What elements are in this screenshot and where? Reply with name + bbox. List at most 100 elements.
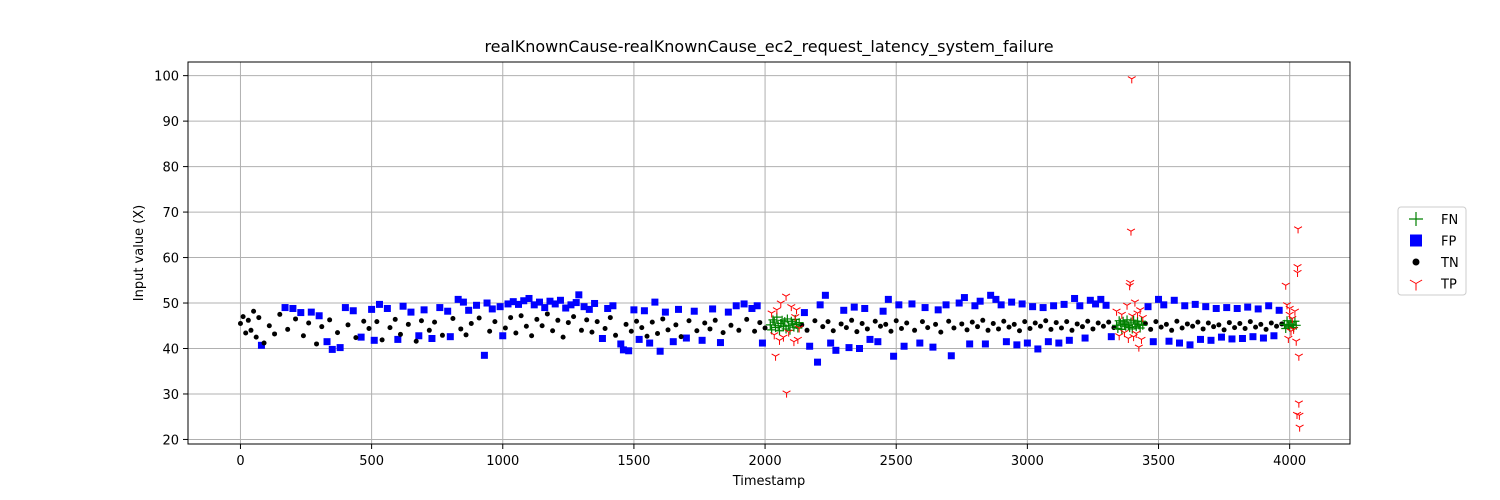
point-tn xyxy=(1100,323,1106,329)
point-tn xyxy=(843,325,849,331)
point-tn xyxy=(1268,320,1274,326)
point-fp xyxy=(1155,295,1163,303)
point-tn xyxy=(544,311,550,317)
point-tn xyxy=(613,332,619,338)
point-fp xyxy=(281,304,289,312)
point-fp xyxy=(1160,301,1168,309)
point-fp xyxy=(407,308,415,316)
axis-ticks: 0 500 1000 1500 2000 2500 3000 3500 4000 20 30 40 50… xyxy=(154,70,1306,469)
point-tn xyxy=(757,320,763,326)
point-tp xyxy=(1122,302,1132,310)
point-tn xyxy=(996,326,1002,332)
point-tp xyxy=(1126,228,1136,236)
point-fp xyxy=(651,298,659,306)
point-fp xyxy=(1044,338,1052,346)
point-tp xyxy=(775,337,784,345)
point-tn xyxy=(980,317,986,323)
point-fp xyxy=(758,339,766,347)
point-fp xyxy=(575,291,583,299)
point-tn xyxy=(1074,321,1080,327)
point-tn xyxy=(673,322,679,328)
point-fp xyxy=(646,339,654,347)
point-tn xyxy=(655,330,661,336)
point-fp xyxy=(1060,300,1068,308)
point-fp xyxy=(349,307,357,315)
point-fp xyxy=(598,334,606,342)
point-fp xyxy=(1249,333,1257,341)
point-fn xyxy=(1119,319,1129,329)
legend-marker-fn xyxy=(1409,212,1423,226)
point-fp xyxy=(874,338,882,346)
point-tp xyxy=(776,300,785,308)
point-fp xyxy=(499,332,507,340)
point-fp xyxy=(884,295,892,303)
point-tn xyxy=(285,326,291,332)
point-fp xyxy=(1034,345,1042,353)
point-tn xyxy=(513,330,519,336)
point-tn xyxy=(458,326,464,332)
point-fp xyxy=(716,339,724,347)
point-tn xyxy=(1242,325,1248,331)
point-fp xyxy=(1097,295,1105,303)
point-fp xyxy=(1013,341,1021,349)
point-fn xyxy=(1138,320,1148,330)
point-tn xyxy=(1226,320,1232,326)
point-tn xyxy=(397,331,403,337)
point-fn xyxy=(1129,315,1139,325)
point-tp xyxy=(795,325,804,333)
point-tn xyxy=(744,316,750,322)
point-tn xyxy=(1043,318,1049,324)
point-fp xyxy=(368,305,376,313)
point-tn xyxy=(938,329,944,335)
point-fp xyxy=(1029,303,1037,311)
plot-area-frame xyxy=(187,61,1351,445)
point-fp xyxy=(315,312,323,320)
point-tp xyxy=(1134,344,1144,352)
point-tn xyxy=(859,320,865,326)
point-fp xyxy=(509,298,517,306)
point-fp xyxy=(1181,302,1189,310)
point-fp xyxy=(1092,300,1100,308)
point-fp xyxy=(454,295,462,303)
point-fp xyxy=(307,308,315,316)
point-fp xyxy=(1212,304,1220,312)
point-fp xyxy=(630,306,638,314)
point-fp xyxy=(724,308,732,316)
point-fp xyxy=(942,301,950,309)
point-tn xyxy=(686,318,692,324)
legend-label-fn: FN xyxy=(1441,213,1458,228)
point-fp xyxy=(806,342,814,350)
point-fp xyxy=(1275,306,1283,314)
point-tn xyxy=(864,326,870,332)
point-tn xyxy=(1237,320,1243,326)
point-fp xyxy=(827,339,835,347)
point-fp xyxy=(832,346,840,354)
point-tn xyxy=(1027,325,1033,331)
point-fp xyxy=(420,306,428,314)
series-fp xyxy=(257,291,1283,366)
point-fp xyxy=(1170,296,1178,304)
point-fp xyxy=(845,344,853,352)
point-tn xyxy=(1064,319,1070,325)
point-tn xyxy=(969,319,975,325)
point-tn xyxy=(256,315,262,321)
y-tick-label: 50 xyxy=(162,297,179,312)
point-fp xyxy=(709,305,717,313)
point-tn xyxy=(266,323,272,329)
legend-marker-fp xyxy=(1410,234,1422,247)
point-fp xyxy=(1270,332,1278,340)
point-fp xyxy=(556,296,564,304)
point-fp xyxy=(1228,335,1236,343)
point-fp xyxy=(732,302,740,310)
y-tick-label: 100 xyxy=(154,70,179,85)
x-tick-label: 500 xyxy=(359,454,384,469)
point-tp xyxy=(1284,335,1293,343)
point-tn xyxy=(649,319,655,325)
point-fp xyxy=(861,304,869,312)
data-points xyxy=(237,76,1304,432)
point-fp xyxy=(1002,338,1010,346)
point-fp xyxy=(328,345,336,353)
point-tn xyxy=(825,319,831,325)
point-fp xyxy=(496,303,504,311)
legend-box xyxy=(1397,206,1467,296)
